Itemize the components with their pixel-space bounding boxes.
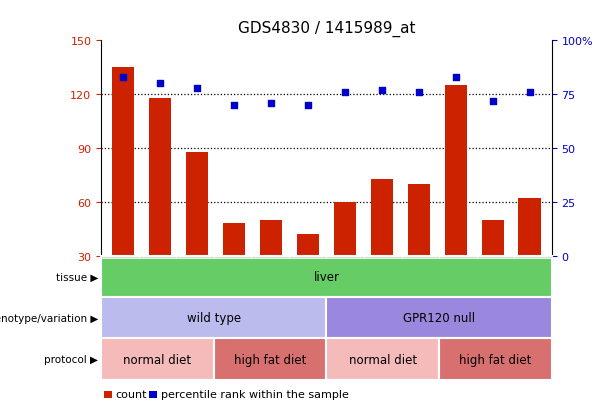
Text: count: count — [116, 389, 147, 399]
Bar — [149, 99, 171, 310]
Bar — [186, 152, 208, 310]
Bar — [260, 220, 282, 310]
Text: normal diet: normal diet — [123, 353, 191, 366]
Point — [525, 90, 535, 96]
Bar — [519, 199, 541, 310]
Bar — [408, 185, 430, 310]
Bar — [482, 220, 504, 310]
Text: normal diet: normal diet — [349, 353, 417, 366]
Point — [377, 88, 387, 94]
Point — [303, 102, 313, 109]
Text: liver: liver — [313, 270, 340, 283]
Point — [155, 81, 165, 88]
Text: high fat diet: high fat diet — [234, 353, 306, 366]
Text: tissue ▶: tissue ▶ — [56, 272, 98, 282]
Text: protocol ▶: protocol ▶ — [44, 354, 98, 364]
Point — [118, 74, 128, 81]
Point — [488, 98, 498, 105]
Point — [192, 85, 202, 92]
Text: percentile rank within the sample: percentile rank within the sample — [161, 389, 348, 399]
Text: GPR120 null: GPR120 null — [403, 311, 475, 325]
Point — [451, 74, 460, 81]
Text: high fat diet: high fat diet — [459, 353, 531, 366]
Bar — [223, 224, 245, 310]
Point — [414, 90, 424, 96]
Point — [266, 100, 276, 107]
Point — [340, 90, 350, 96]
Text: genotype/variation ▶: genotype/variation ▶ — [0, 313, 98, 323]
Bar — [112, 68, 134, 310]
Bar — [444, 86, 466, 310]
Text: wild type: wild type — [187, 311, 241, 325]
Bar — [297, 235, 319, 310]
Bar — [334, 202, 356, 310]
Bar — [371, 179, 393, 310]
Title: GDS4830 / 1415989_at: GDS4830 / 1415989_at — [238, 21, 415, 37]
Point — [229, 102, 239, 109]
